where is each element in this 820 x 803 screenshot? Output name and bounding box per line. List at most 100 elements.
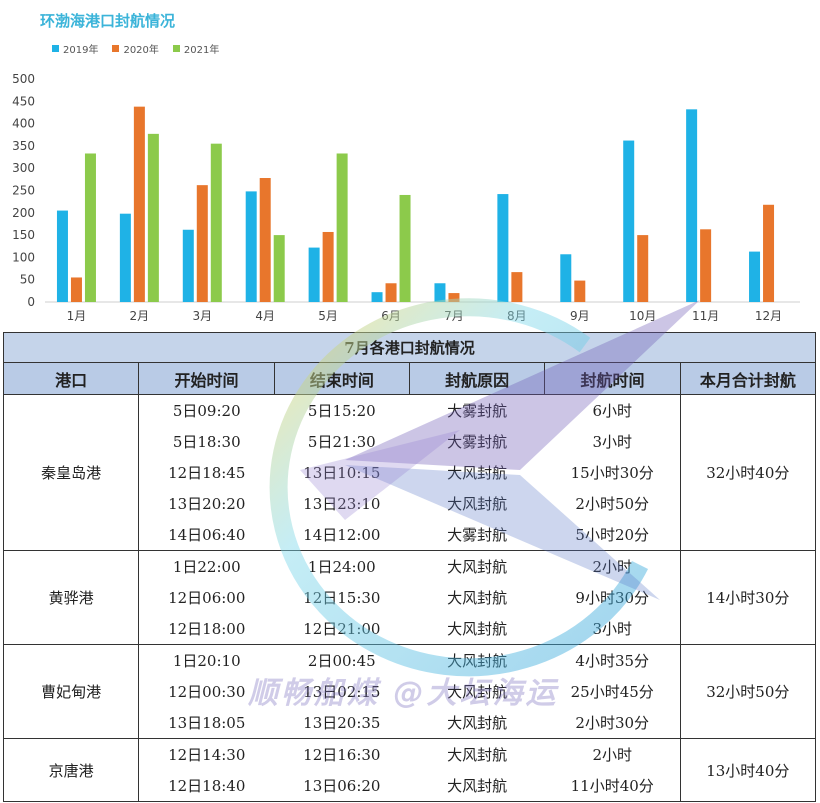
column-header: 港口 [2,362,140,395]
table-cell: 大风封航 [409,550,545,582]
bar-2020年-9月 [574,280,586,302]
column-header: 结束时间 [273,362,410,395]
table-cell: 13日20:20 [168,495,246,513]
y-tick-label: 0 [27,295,35,309]
bar-2020年-8月 [511,272,523,302]
legend-label: 2020年 [123,45,159,56]
table-cell: 6小时 [544,394,681,426]
table-cell: 大雾封航 [409,394,545,426]
legend-label: 2021年 [183,45,220,56]
bar-2019年-3月 [182,229,194,302]
table-cell: 12日21:00 [274,613,410,645]
table-cell: 大雾封航 [409,519,545,551]
monthly-total-cell: 32小时50分 [679,644,817,739]
table-cell: 13日23:10 [303,495,381,513]
column-header: 本月合计封航 [679,362,817,395]
bar-2019年-8月 [497,194,509,302]
table-cell: 大风封航 [447,495,508,513]
chart-title: 环渤海港口封航情况 [40,12,176,30]
y-tick-label: 500 [12,72,35,86]
table-cell: 大风封航 [409,770,545,802]
table-row: 京唐港 12日14:30 12日16:30 大风封航 2小时 13小时40分 [2,738,817,802]
table-cell: 12日18:00 [138,613,275,645]
x-tick-label: 12月 [755,309,782,323]
table-cell: 13日02:15 [303,683,381,701]
legend-swatch [52,45,59,52]
table-cell: 大风封航 [447,683,508,701]
table-cell: 大风封航 [409,613,545,645]
table-cell: 大风封航 [409,738,545,770]
bar-2020年-12月 [763,204,775,302]
column-header: 开始时间 [138,362,275,395]
bar-2019年-5月 [308,247,320,302]
table-cell: 2小时 [544,738,681,770]
bar-2019年-7月 [434,283,446,302]
y-tick-label: 100 [12,250,35,264]
monthly-total-cell: 13小时40分 [679,738,817,802]
bar-2020年-6月 [385,283,397,302]
table-cell: 25小时45分 [570,683,654,701]
bar-2021年-3月 [210,143,222,302]
table-cell: 13日06:20 [274,770,410,802]
x-tick-label: 4月 [255,309,275,323]
port-cell: 京唐港 [2,738,140,802]
table-cell: 1日24:00 [274,550,410,582]
x-tick-label: 1月 [67,309,87,323]
bar-chart: 0 50 100 150 200 250 300 350 400 450 500 1月 2月 3月 4月 5月… [12,72,800,323]
bar-2019年-2月 [119,213,131,302]
x-tick-label: 3月 [192,309,212,323]
bar-2021年-5月 [336,153,348,302]
y-tick-label: 300 [12,161,35,175]
table-cell: 大风封航 [409,707,545,739]
bar-2020年-3月 [196,185,208,302]
table-cell: 14日12:00 [274,519,410,551]
bar-2020年-5月 [322,231,334,302]
table-title: 7月各港口封航情况 [3,332,816,363]
bar-2020年-4月 [259,178,271,302]
bar-2019年-11月 [686,109,698,302]
x-tick-label: 11月 [692,309,719,323]
table-row: 黄骅港 1日22:00 1日24:00 大风封航 2小时 14小时30分 [2,550,817,645]
table-cell: 5日21:30 [307,433,376,451]
bar-2021年-6月 [399,194,411,302]
legend-item: 2021年 [172,41,220,56]
table-cell: 2小时 [544,550,681,582]
table-cell: 大风封航 [447,589,508,607]
legend-swatch [172,45,180,52]
x-tick-label: 7月 [444,309,464,323]
table-cell: 13日20:35 [274,707,410,739]
table-cell: 5日09:20 [138,394,275,426]
bar-2019年-9月 [560,254,572,302]
y-tick-label: 350 [12,139,35,153]
legend-item: 2020年 [112,41,159,56]
legend-label: 2019年 [63,45,99,56]
monthly-total-cell: 32小时40分 [679,394,817,551]
table-cell: 9小时30分 [575,589,650,607]
bar-2021年-2月 [147,133,159,302]
bar-2019年-1月 [56,210,68,302]
bar-2020年-2月 [133,106,145,302]
y-tick-label: 200 [12,206,35,220]
table-cell: 大雾封航 [447,433,508,451]
table-cell: 5小时20分 [544,519,681,551]
table-cell: 2小时50分 [575,495,650,513]
table-cell: 2小时30分 [544,707,681,739]
column-header: 封航时间 [544,362,681,395]
table-cell: 14日06:40 [138,519,275,551]
table-cell: 12日18:40 [138,770,275,802]
closure-table-panel: 7月各港口封航情况 港口 开始时间 结束时间 封航原因 封航时间 本月合计封航 秦皇岛港 5… [2,332,817,802]
bar-2019年-6月 [371,292,383,302]
x-tick-label: 10月 [629,309,656,323]
bar-2021年-4月 [273,235,285,302]
table-row: 12日00:30 13日02:15 大风封航 25小时45分 [4,676,816,707]
y-tick-label: 50 [20,273,35,287]
table-cell: 3小时 [592,433,632,451]
table-cell: 12日15:30 [303,589,381,607]
x-tick-label: 9月 [570,309,590,323]
x-tick-label: 8月 [507,309,527,323]
table-cell: 12日14:30 [138,738,275,770]
table-cell: 12日16:30 [274,738,410,770]
table-cell: 3小时 [544,613,681,645]
monthly-total-cell: 14小时30分 [679,550,817,645]
port-cell: 秦皇岛港 [2,394,140,551]
